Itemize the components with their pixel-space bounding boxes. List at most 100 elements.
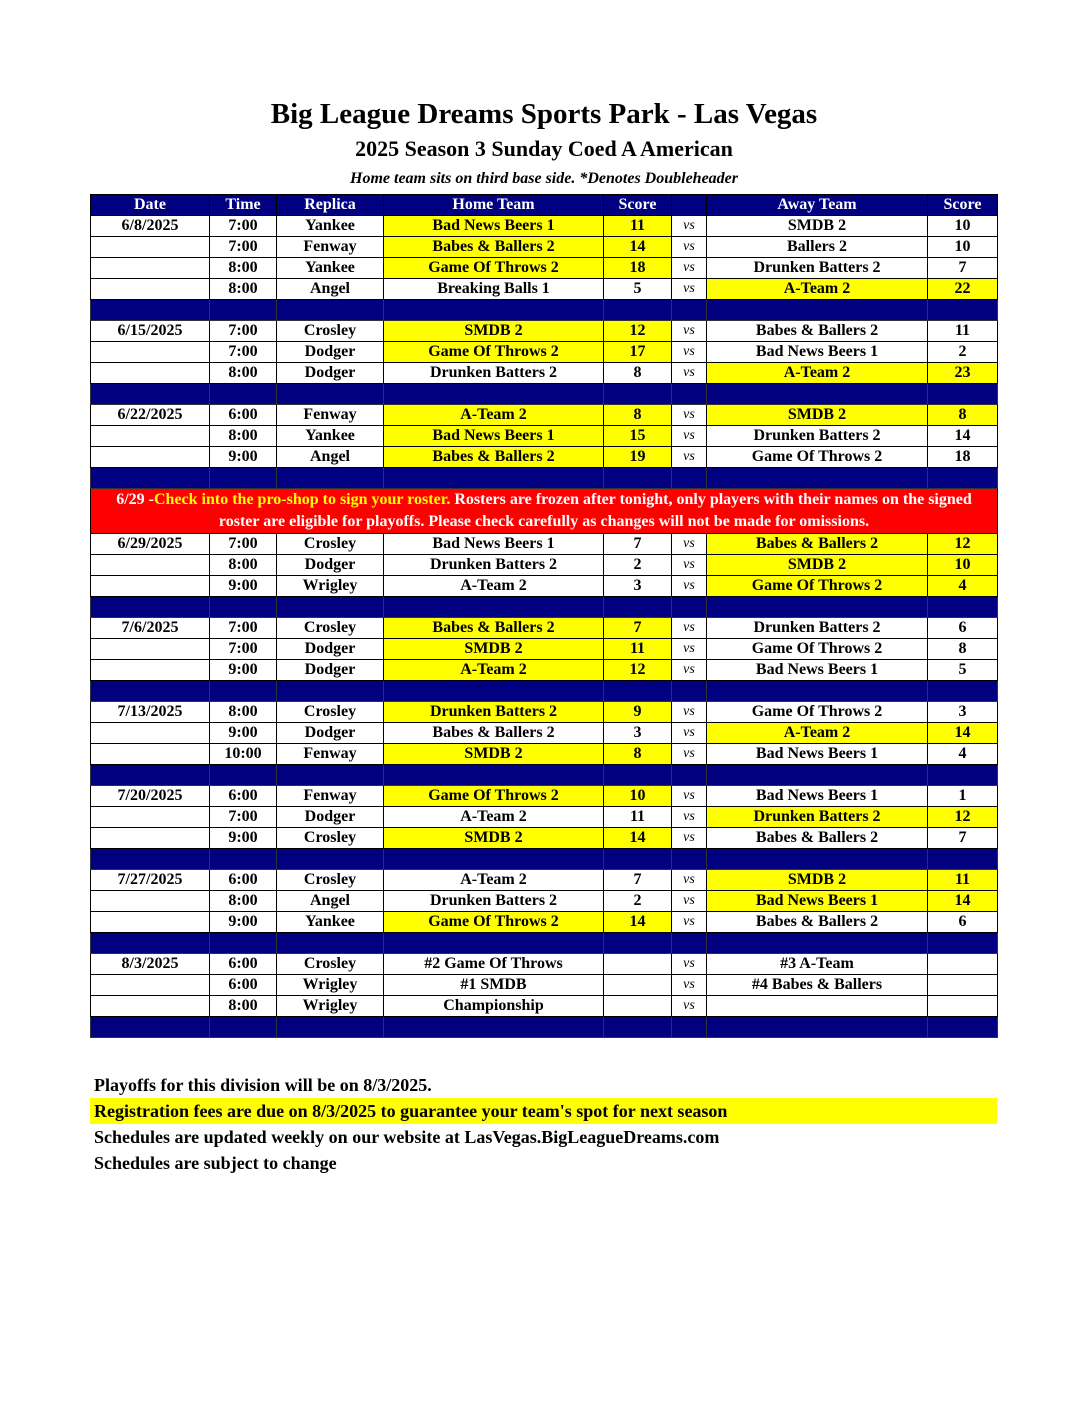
separator-cell bbox=[209, 467, 277, 489]
game-replica: Crosley bbox=[276, 320, 384, 342]
header-away-team: Away Team bbox=[706, 194, 928, 216]
vs-label: vs bbox=[671, 869, 707, 891]
game-replica: Fenway bbox=[276, 404, 384, 426]
away-score: 1 bbox=[927, 785, 998, 807]
vs-label: vs bbox=[671, 911, 707, 933]
home-score bbox=[603, 995, 672, 1017]
home-team: Babes & Ballers 2 bbox=[383, 446, 604, 468]
game-row: 8:00 Dodger Drunken Batters 2 8 vs A-Team 2 23 bbox=[90, 362, 998, 384]
home-score: 5 bbox=[603, 278, 672, 300]
game-time: 9:00 bbox=[209, 827, 277, 849]
game-date bbox=[90, 341, 210, 363]
home-score: 11 bbox=[603, 638, 672, 660]
game-row: 7/6/2025 7:00 Crosley Babes & Ballers 2 7 vs D… bbox=[90, 617, 998, 639]
home-score: 8 bbox=[603, 743, 672, 765]
game-time: 8:00 bbox=[209, 554, 277, 576]
away-team: Bad News Beers 1 bbox=[706, 743, 928, 765]
game-date bbox=[90, 743, 210, 765]
separator-cell bbox=[90, 764, 210, 786]
separator-cell bbox=[927, 299, 998, 321]
home-score: 12 bbox=[603, 320, 672, 342]
away-score: 6 bbox=[927, 911, 998, 933]
game-replica: Wrigley bbox=[276, 995, 384, 1017]
separator-cell bbox=[706, 299, 928, 321]
separator-cell bbox=[706, 467, 928, 489]
home-team: Babes & Ballers 2 bbox=[383, 236, 604, 258]
header-home-team: Home Team bbox=[383, 194, 604, 216]
separator-cell bbox=[671, 848, 707, 870]
game-replica: Angel bbox=[276, 278, 384, 300]
banner-highlight: Check into the pro-shop to sign your ros… bbox=[154, 491, 451, 508]
away-team: A-Team 2 bbox=[706, 722, 928, 744]
away-team: #3 A-Team bbox=[706, 953, 928, 975]
away-score: 5 bbox=[927, 659, 998, 681]
separator-cell bbox=[276, 1016, 384, 1038]
separator-cell bbox=[671, 1016, 707, 1038]
away-team: SMDB 2 bbox=[706, 215, 928, 237]
game-time: 7:00 bbox=[209, 533, 277, 555]
home-score: 10 bbox=[603, 785, 672, 807]
header-replica: Replica bbox=[276, 194, 384, 216]
page-subtitle: 2025 Season 3 Sunday Coed A American bbox=[355, 136, 733, 161]
separator-cell bbox=[927, 467, 998, 489]
game-time: 8:00 bbox=[209, 890, 277, 912]
week-separator bbox=[90, 467, 998, 489]
game-replica: Dodger bbox=[276, 722, 384, 744]
away-score: 11 bbox=[927, 320, 998, 342]
footer-playoffs: Playoffs for this division will be on 8/… bbox=[94, 1075, 432, 1095]
home-score bbox=[603, 974, 672, 996]
home-team: Bad News Beers 1 bbox=[383, 425, 604, 447]
game-row: 6/15/2025 7:00 Crosley SMDB 2 12 vs Babes & Ba… bbox=[90, 320, 998, 342]
away-score: 10 bbox=[927, 554, 998, 576]
game-time: 7:00 bbox=[209, 806, 277, 828]
away-score bbox=[927, 995, 998, 1017]
game-replica: Dodger bbox=[276, 554, 384, 576]
home-score: 14 bbox=[603, 911, 672, 933]
away-team: Bad News Beers 1 bbox=[706, 785, 928, 807]
game-time: 7:00 bbox=[209, 341, 277, 363]
game-replica: Wrigley bbox=[276, 974, 384, 996]
vs-label: vs bbox=[671, 701, 707, 723]
away-team: Drunken Batters 2 bbox=[706, 257, 928, 279]
away-team: Babes & Ballers 2 bbox=[706, 533, 928, 555]
week-separator bbox=[90, 680, 998, 702]
vs-label: vs bbox=[671, 278, 707, 300]
separator-cell bbox=[90, 932, 210, 954]
home-score: 11 bbox=[603, 806, 672, 828]
home-score: 2 bbox=[603, 554, 672, 576]
separator-cell bbox=[927, 383, 998, 405]
footer-subject-to-change: Schedules are subject to change bbox=[94, 1153, 337, 1173]
game-time: 8:00 bbox=[209, 257, 277, 279]
away-score: 3 bbox=[927, 701, 998, 723]
separator-cell bbox=[603, 299, 672, 321]
game-date: 7/27/2025 bbox=[90, 869, 210, 891]
game-row: 7/13/2025 8:00 Crosley Drunken Batters 2 9 vs… bbox=[90, 701, 998, 723]
game-replica: Angel bbox=[276, 446, 384, 468]
separator-cell bbox=[671, 299, 707, 321]
vs-label: vs bbox=[671, 320, 707, 342]
away-score: 22 bbox=[927, 278, 998, 300]
vs-label: vs bbox=[671, 425, 707, 447]
home-team: SMDB 2 bbox=[383, 320, 604, 342]
vs-label: vs bbox=[671, 638, 707, 660]
game-date bbox=[90, 638, 210, 660]
home-team: Drunken Batters 2 bbox=[383, 554, 604, 576]
separator-cell bbox=[383, 848, 604, 870]
game-time: 7:00 bbox=[209, 320, 277, 342]
game-time: 8:00 bbox=[209, 278, 277, 300]
game-date: 7/20/2025 bbox=[90, 785, 210, 807]
vs-label: vs bbox=[671, 827, 707, 849]
game-date bbox=[90, 659, 210, 681]
home-team: A-Team 2 bbox=[383, 575, 604, 597]
separator-cell bbox=[383, 932, 604, 954]
game-date bbox=[90, 911, 210, 933]
game-date bbox=[90, 236, 210, 258]
separator-cell bbox=[671, 383, 707, 405]
separator-cell bbox=[209, 1016, 277, 1038]
home-team-note: Home team sits on third base side. *Deno… bbox=[350, 170, 738, 187]
away-team: Game Of Throws 2 bbox=[706, 701, 928, 723]
separator-cell bbox=[90, 848, 210, 870]
home-team: Drunken Batters 2 bbox=[383, 701, 604, 723]
